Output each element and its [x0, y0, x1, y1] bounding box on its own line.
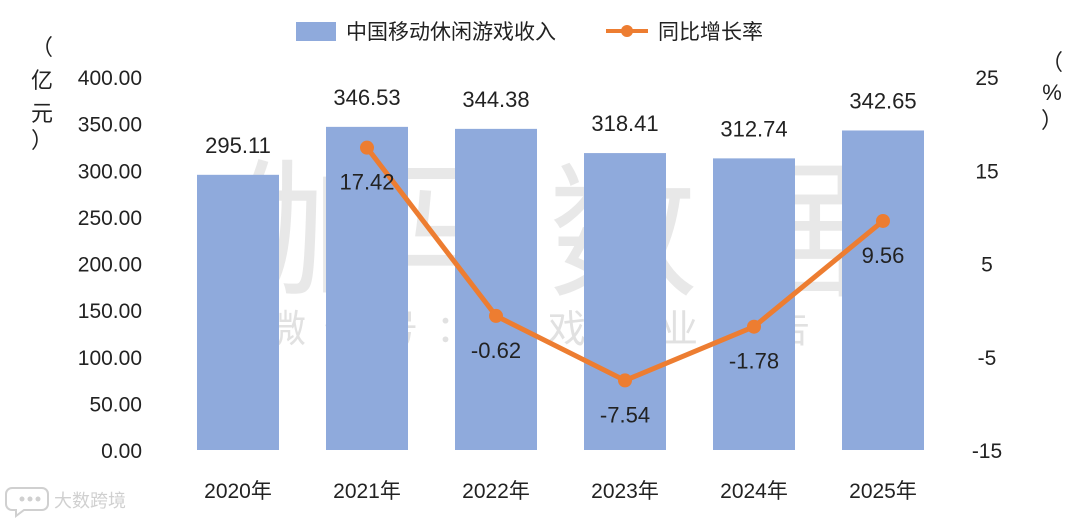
- line-point: [618, 373, 632, 388]
- x-tick-label: 2025年: [849, 480, 917, 503]
- y-right-axis: -15 -5 5 15 25: [972, 67, 1002, 463]
- line-value-label: -0.62: [471, 338, 521, 363]
- line-series: [360, 140, 890, 388]
- x-axis: 2020年 2021年 2022年 2023年 2024年 2025年: [204, 480, 917, 503]
- bar-value-label: 295.11: [205, 133, 271, 158]
- bar: [455, 128, 537, 450]
- bar-series: [197, 126, 924, 451]
- line-value-label: -1.78: [729, 349, 779, 374]
- x-tick-label: 2021年: [333, 480, 401, 503]
- y-right-unit-char: ）: [1041, 108, 1063, 133]
- legend-label-growth: 同比增长率: [658, 21, 763, 44]
- bar-data-labels: 295.11 346.53 344.38 318.41 312.74 342.65: [205, 85, 916, 158]
- bar-value-label: 342.65: [849, 88, 916, 113]
- y-left-axis: 0.00 50.00 100.00 150.00 200.00 250.00 300.00 3…: [78, 67, 142, 463]
- y-left-tick-label: 350.00: [78, 114, 142, 137]
- bar-value-label: 312.74: [720, 116, 787, 141]
- bar: [842, 130, 924, 450]
- y-left-tick-label: 400.00: [78, 67, 142, 90]
- y-left-unit-char: ）: [31, 128, 53, 153]
- corner-logo: 大数跨境: [5, 487, 126, 518]
- bar: [584, 153, 666, 450]
- x-tick-label: 2022年: [462, 480, 530, 503]
- y-right-tick-label: -5: [978, 347, 997, 370]
- y-left-tick-label: 0.00: [101, 440, 142, 463]
- legend-swatch-revenue: [296, 22, 336, 41]
- bar-value-label: 318.41: [591, 111, 658, 136]
- line-value-label: -7.54: [600, 402, 650, 427]
- bar-value-label: 346.53: [333, 85, 400, 110]
- y-right-tick-label: 5: [981, 254, 993, 277]
- y-left-tick-label: 50.00: [89, 393, 142, 416]
- y-right-unit-char: （: [1041, 50, 1063, 75]
- line-point: [489, 308, 503, 323]
- x-tick-label: 2023年: [591, 480, 659, 503]
- corner-logo-text: 大数跨境: [54, 491, 126, 511]
- bar-value-label: 344.38: [462, 87, 529, 112]
- y-left-tick-label: 200.00: [78, 254, 142, 277]
- y-right-tick-label: -15: [972, 440, 1002, 463]
- x-tick-label: 2024年: [720, 480, 788, 503]
- y-left-unit-char: 元: [31, 101, 53, 126]
- line-point: [747, 319, 761, 334]
- line-point: [360, 140, 374, 155]
- x-tick-label: 2020年: [204, 480, 272, 503]
- y-left-tick-label: 250.00: [78, 207, 142, 230]
- legend-marker-growth: [621, 25, 633, 37]
- y-right-unit-char: %: [1042, 80, 1062, 105]
- y-left-unit-char: （: [31, 35, 53, 60]
- y-left-tick-label: 150.00: [78, 300, 142, 323]
- y-left-unit-char: 亿: [31, 68, 53, 93]
- line-value-label: 17.42: [339, 170, 394, 195]
- y-right-unit: （ % ）: [1041, 50, 1063, 133]
- line-value-label: 9.56: [862, 243, 905, 268]
- y-left-unit: （ 亿 元 ）: [31, 35, 53, 153]
- y-left-tick-label: 100.00: [78, 347, 142, 370]
- legend: 中国移动休闲游戏收入 同比增长率: [296, 21, 763, 44]
- y-right-tick-label: 15: [975, 160, 998, 183]
- line-data-labels: 17.42 -0.62 -7.54 -1.78 9.56: [339, 170, 904, 428]
- line-point: [876, 213, 890, 228]
- y-left-tick-label: 300.00: [78, 160, 142, 183]
- legend-label-revenue: 中国移动休闲游戏收入: [346, 21, 556, 44]
- y-right-tick-label: 25: [975, 67, 998, 90]
- chat-bubble-icon: [5, 487, 49, 518]
- bar: [197, 174, 279, 450]
